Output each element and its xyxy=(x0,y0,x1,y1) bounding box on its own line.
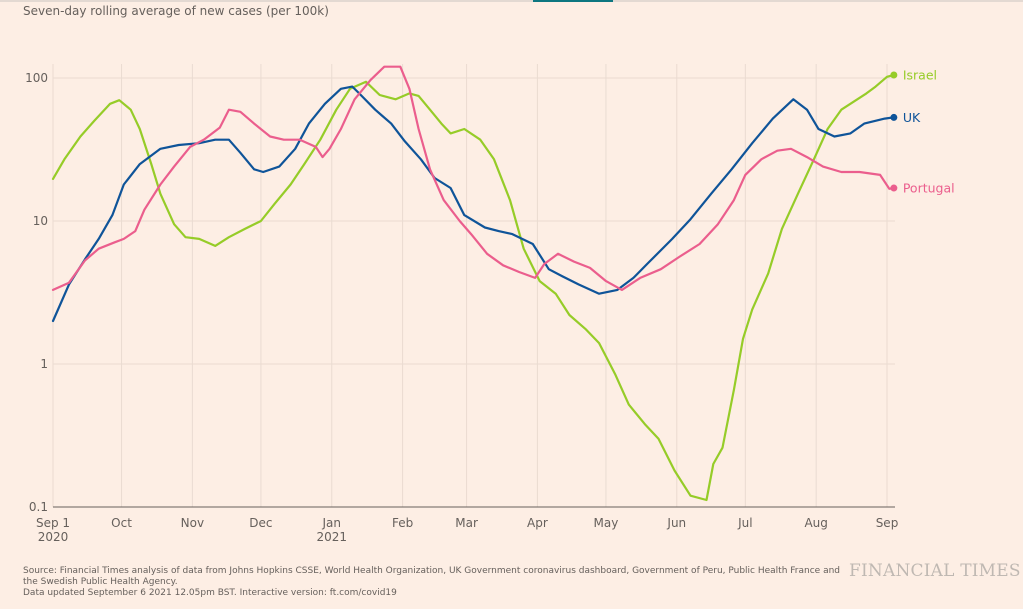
top-border xyxy=(0,0,1023,2)
series-line-portugal xyxy=(51,65,896,291)
x-tick-label: Aug xyxy=(804,516,827,530)
y-tick-label: 0.1 xyxy=(29,500,48,514)
source-line-1: Source: Financial Times analysis of data… xyxy=(23,566,840,576)
x-tick-sublabel: 2020 xyxy=(38,530,69,544)
series-endpoint-uk xyxy=(890,113,898,121)
series-line-israel xyxy=(51,73,896,502)
x-tick-label: Sep xyxy=(876,516,899,530)
x-tick-label: Nov xyxy=(181,516,204,530)
x-tick-label: Jan xyxy=(322,516,342,530)
x-tick-label: Feb xyxy=(392,516,413,530)
series-endpoint-israel xyxy=(890,71,898,79)
x-tick-label: Sep 1 xyxy=(36,516,70,530)
y-axis-ticks: 0.1 1 10 100 xyxy=(25,71,48,514)
x-tick-label: Oct xyxy=(111,516,132,530)
x-tick-label: Mar xyxy=(455,516,478,530)
x-tick-label: Jun xyxy=(666,516,686,530)
grid xyxy=(52,64,895,508)
y-tick-label: 10 xyxy=(33,214,48,228)
series-lines xyxy=(51,65,896,502)
series-line-uk xyxy=(51,85,896,323)
x-tick-label: Apr xyxy=(527,516,548,530)
series-label-israel: Israel xyxy=(903,67,937,82)
source-note: Source: Financial Times analysis of data… xyxy=(23,566,843,599)
series-label-portugal: Portugal xyxy=(903,181,955,196)
series-labels: Israel UK Portugal xyxy=(890,67,955,196)
x-tick-label: Jul xyxy=(737,516,752,530)
y-tick-label: 1 xyxy=(40,357,48,371)
y-tick-label: 100 xyxy=(25,71,48,85)
source-line-2: the Swedish Public Health Agency. xyxy=(23,577,178,587)
x-tick-label: May xyxy=(594,516,619,530)
x-tick-sublabel: 2021 xyxy=(316,530,347,544)
ft-logo: FINANCIAL TIMES xyxy=(849,561,1021,581)
top-accent-bar xyxy=(533,0,613,2)
x-tick-label: Dec xyxy=(249,516,272,530)
chart-subtitle: Seven-day rolling average of new cases (… xyxy=(23,4,329,18)
series-endpoint-portugal xyxy=(890,184,898,192)
series-label-uk: UK xyxy=(903,110,921,125)
source-line-3: Data updated September 6 2021 12.05pm BS… xyxy=(23,588,397,598)
